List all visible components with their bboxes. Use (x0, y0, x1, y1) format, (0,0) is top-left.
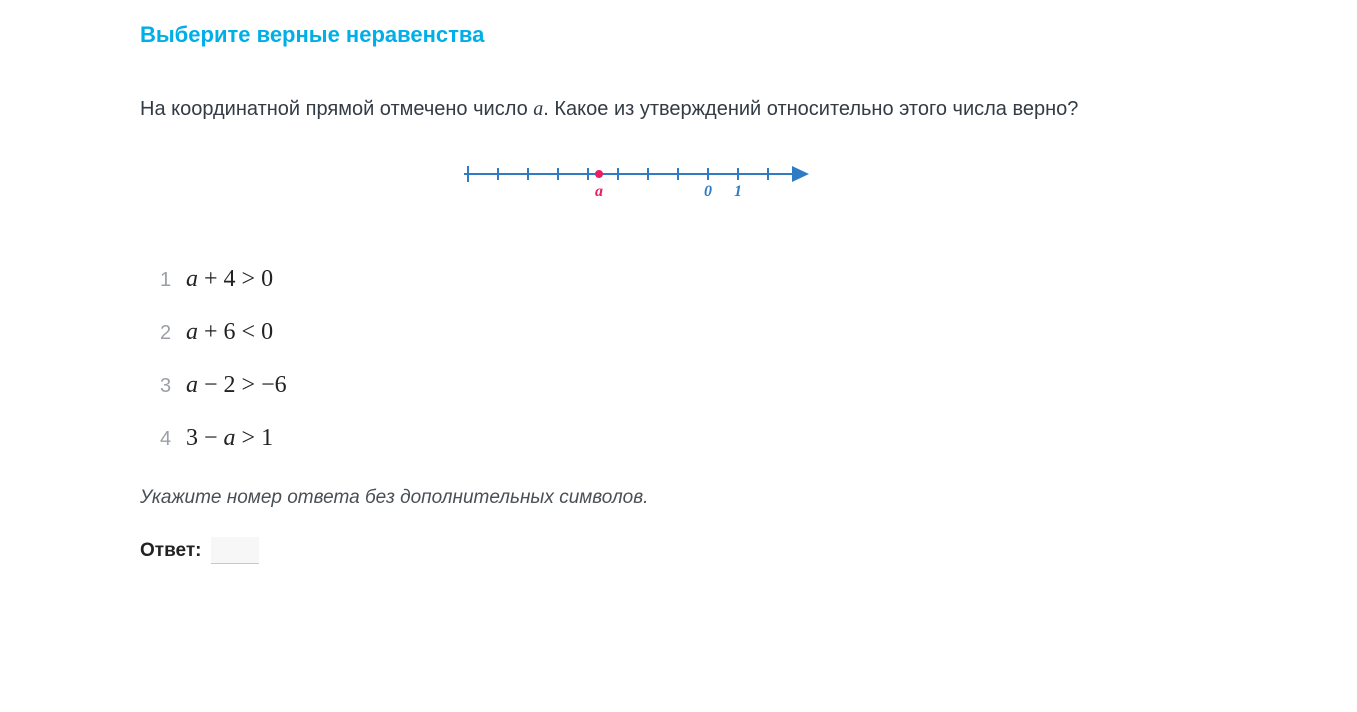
label-zero: 0 (704, 183, 712, 200)
expr-var: a (186, 266, 198, 292)
answer-input[interactable] (211, 537, 259, 564)
option-number: 3 (160, 375, 186, 398)
exercise-title: Выберите верные неравенства (140, 22, 1140, 48)
expr-rest: > 1 (236, 425, 274, 451)
prompt-part2: . Какое из утверждений относительно этог… (543, 98, 1078, 120)
option-number: 1 (160, 269, 186, 292)
option-expression: a + 6 < 0 (186, 319, 273, 346)
option-expression: a + 4 > 0 (186, 266, 273, 293)
prompt-text: На координатной прямой отмечено число a.… (140, 88, 1140, 130)
option-number: 2 (160, 322, 186, 345)
answer-row: Ответ: (140, 537, 1140, 564)
expr-rest: + 6 < 0 (198, 319, 273, 345)
options-list: 1a + 4 > 02a + 6 < 03a − 2 > −643 − a > … (140, 266, 1140, 452)
option-row: 2a + 6 < 0 (160, 319, 1140, 346)
option-expression: 3 − a > 1 (186, 425, 273, 452)
answer-label: Ответ: (140, 540, 201, 562)
instruction-text: Укажите номер ответа без дополнительных … (140, 487, 1140, 509)
prompt-var-a: a (533, 98, 543, 120)
prompt-part1: На координатной прямой отмечено число (140, 98, 533, 120)
expr-rest: − 2 > −6 (198, 372, 287, 398)
expr-var: a (186, 372, 198, 398)
point-a (595, 170, 603, 178)
option-row: 1a + 4 > 0 (160, 266, 1140, 293)
arrow-right-icon (792, 166, 809, 182)
label-one: 1 (734, 183, 742, 200)
expr-pre: 3 − (186, 425, 224, 451)
option-expression: a − 2 > −6 (186, 372, 287, 399)
option-row: 43 − a > 1 (160, 425, 1140, 452)
label-a: a (595, 183, 603, 200)
expr-rest: + 4 > 0 (198, 266, 273, 292)
exercise-container: Выберите верные неравенства На координат… (0, 0, 1140, 564)
number-line-diagram: a 0 1 (464, 160, 816, 206)
option-row: 3a − 2 > −6 (160, 372, 1140, 399)
expr-var: a (186, 319, 198, 345)
expr-var: a (224, 425, 236, 451)
option-number: 4 (160, 428, 186, 451)
